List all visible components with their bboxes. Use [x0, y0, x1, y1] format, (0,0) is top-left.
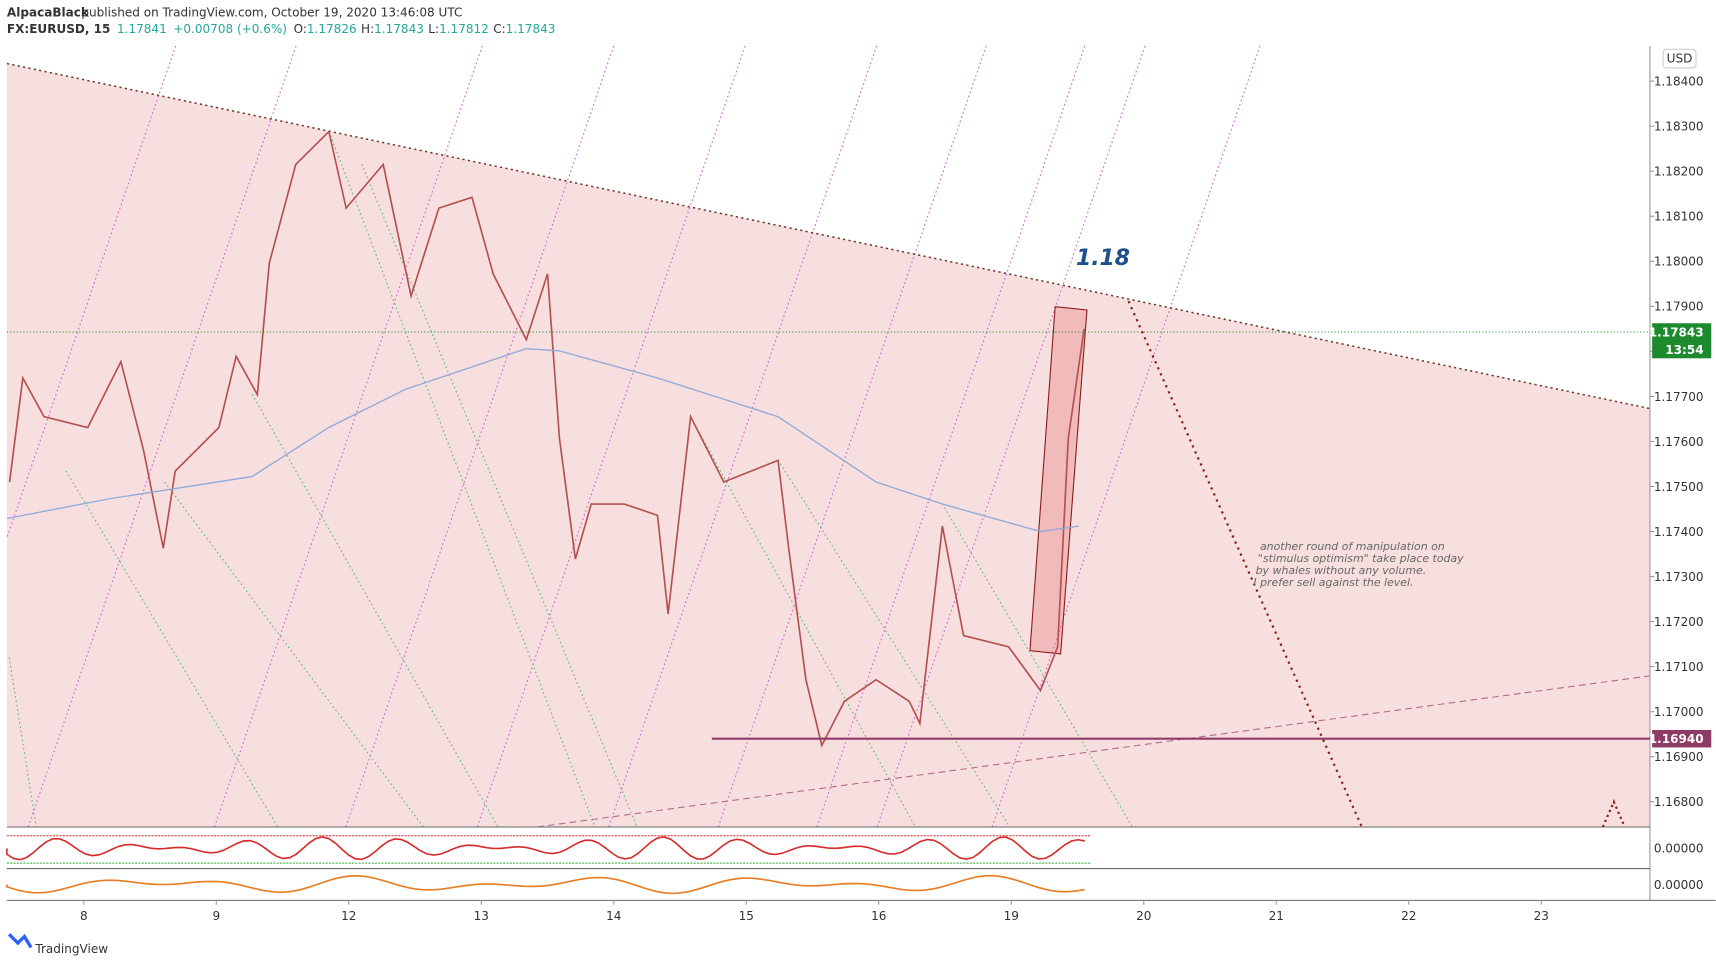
y-tick-label: 1.16800 — [1654, 795, 1704, 809]
caret — [1601, 799, 1626, 827]
fib-line — [6, 46, 177, 540]
indicator-line — [6, 836, 1085, 861]
y-tick-label: 1.17600 — [1654, 435, 1704, 449]
logo — [7, 933, 33, 949]
fan-line — [777, 459, 1011, 827]
fan-line — [164, 481, 425, 827]
pane-label: 0.00000 — [1654, 878, 1704, 892]
published: published on TradingView.com, October 19… — [81, 5, 462, 19]
x-tick-label: 13 — [474, 909, 489, 923]
fib-line — [816, 46, 1086, 827]
note-line: another round of manipulation on — [1260, 540, 1445, 553]
x-tick-label: 14 — [606, 909, 621, 923]
y-tick-label: 1.18400 — [1654, 75, 1704, 89]
fib-line — [991, 46, 1261, 827]
x-tick-label: 16 — [871, 909, 886, 923]
y-tick-label: 1.17200 — [1654, 615, 1704, 629]
fib-line — [476, 46, 746, 827]
x-tick-label: 22 — [1401, 909, 1416, 923]
y-tick-label: 1.17400 — [1654, 525, 1704, 539]
fib-line — [213, 46, 483, 827]
y-tick-label: 1.16900 — [1654, 750, 1704, 764]
pane-label: 0.00000 — [1654, 842, 1704, 856]
fib-line — [27, 46, 297, 827]
shade — [6, 46, 1650, 827]
countdown: 13:54 — [1665, 343, 1703, 357]
last-price-label: 1.17843 — [1649, 325, 1704, 339]
price-line — [6, 348, 1079, 533]
y-tick-label: 1.18200 — [1654, 165, 1704, 179]
fib-line — [608, 46, 878, 827]
y-tick-label: 1.18100 — [1654, 210, 1704, 224]
last-price-tag — [1652, 323, 1712, 359]
support-line — [536, 675, 1650, 827]
currency: USD — [1667, 51, 1693, 65]
fan-line — [328, 131, 596, 827]
y-tick-label: 1.17700 — [1654, 390, 1704, 404]
drawings — [6, 46, 1650, 827]
box — [1029, 306, 1088, 655]
note-line: I prefer sell against the level. — [1253, 576, 1413, 589]
x-tick-label: 19 — [1004, 909, 1019, 923]
y-tick-label: 1.17100 — [1654, 660, 1704, 674]
fan-line — [941, 503, 1134, 827]
x-tick-label: 23 — [1534, 909, 1549, 923]
x-tick-label: 9 — [212, 909, 220, 923]
annotation: 1.18 — [1076, 246, 1130, 271]
fan-line — [361, 164, 638, 827]
author: AlpacaBlack — [7, 5, 90, 19]
fib-line — [876, 46, 1146, 827]
symbol-line: FX:EURUSD, 15 1.17841 +0.00708 (+0.6%) O:1.… — [7, 22, 556, 36]
fib-line — [345, 46, 615, 827]
y-tick-label: 1.17500 — [1654, 480, 1704, 494]
currency-box[interactable] — [1662, 48, 1697, 69]
x-tick-label: 20 — [1136, 909, 1151, 923]
fan-line — [251, 394, 499, 827]
price-line — [8, 129, 1085, 748]
x-tick-label: 8 — [80, 909, 88, 923]
y-tick-label: 1.17300 — [1654, 570, 1704, 584]
y-tick-label: 1.18000 — [1654, 255, 1704, 269]
indicator-line — [6, 874, 1085, 895]
x-tick-label: 21 — [1269, 909, 1284, 923]
level-tag — [1652, 729, 1712, 748]
y-tick-label: 1.17900 — [1654, 300, 1704, 314]
fan-line — [8, 657, 37, 827]
x-tick-label: 15 — [739, 909, 754, 923]
y-tick-label: 1.18300 — [1654, 120, 1704, 134]
x-tick-label: 12 — [341, 909, 356, 923]
trendline — [6, 62, 1650, 410]
note-line: by whales without any volume. — [1256, 564, 1427, 577]
level-label: 1.16940 — [1649, 732, 1704, 746]
note-line: "stimulus optimism" take place today — [1258, 552, 1464, 565]
y-tick-label: 1.17000 — [1654, 705, 1704, 719]
brand: TradingView — [34, 942, 108, 956]
